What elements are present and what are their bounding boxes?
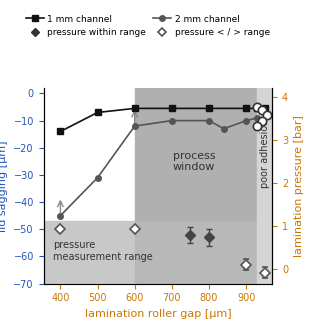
X-axis label: lamination roller gap [μm]: lamination roller gap [μm] bbox=[85, 309, 231, 319]
Y-axis label: lid sagging [μm]: lid sagging [μm] bbox=[0, 140, 8, 231]
Legend: 1 mm channel, pressure within range, 2 mm channel, pressure < / > range: 1 mm channel, pressure within range, 2 m… bbox=[22, 11, 274, 41]
Text: pressure
measurement range: pressure measurement range bbox=[53, 240, 153, 262]
Text: process
window: process window bbox=[173, 151, 215, 172]
Y-axis label: lamination pressure [bar]: lamination pressure [bar] bbox=[294, 115, 304, 257]
Text: poor adhesion: poor adhesion bbox=[260, 118, 270, 188]
